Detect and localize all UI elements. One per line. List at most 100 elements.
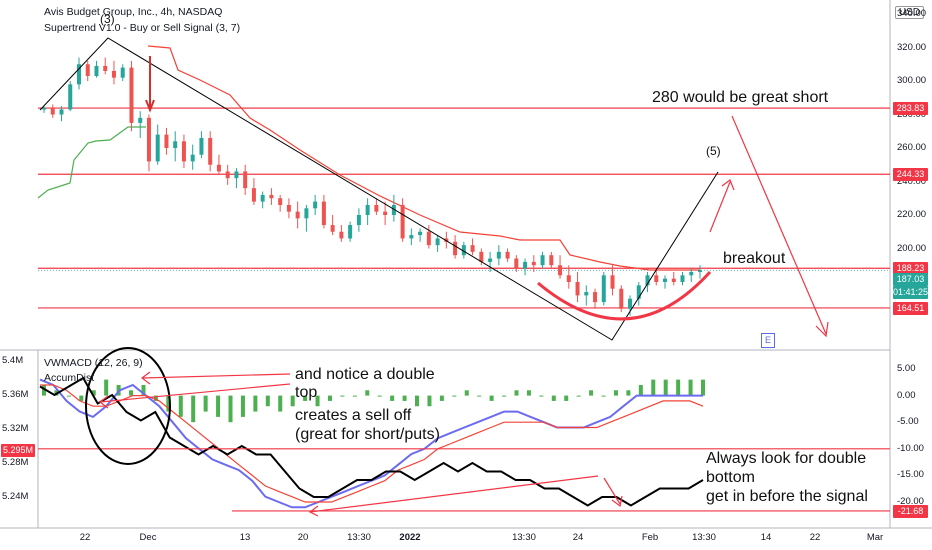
breakout-arrow	[709, 179, 735, 233]
candle-body	[234, 171, 239, 179]
price-tag: 244.33	[893, 168, 928, 182]
currency-button[interactable]: USD	[894, 6, 924, 19]
histogram-bar	[91, 390, 96, 396]
histogram-bar	[439, 395, 444, 401]
time-axis-label: 13:30	[512, 532, 536, 543]
breakout-note: breakout	[723, 250, 786, 267]
candle-body	[339, 231, 344, 239]
price-axis-label: 340.00	[897, 8, 927, 19]
candle-body	[689, 271, 694, 276]
histogram-bar	[477, 395, 482, 397]
histogram-bar	[613, 390, 618, 396]
double-bottom-note-3: get in before the signal	[706, 488, 868, 505]
histogram-bar	[415, 395, 420, 407]
candle-body	[383, 211, 388, 215]
candle-body	[444, 238, 449, 242]
candle-body	[645, 275, 650, 286]
candle-body	[636, 285, 641, 299]
time-axis-label: 13	[239, 532, 251, 543]
candle-body	[138, 117, 143, 123]
candle-body	[505, 251, 510, 259]
candles	[42, 57, 702, 316]
accum-axis-label: 5.24M	[2, 491, 29, 502]
price-axis-label: 200.00	[897, 242, 927, 254]
candle-body	[295, 211, 300, 219]
price-tag: 188.23	[893, 262, 928, 276]
histogram-bar	[402, 395, 407, 401]
earnings-icon[interactable]: E	[761, 333, 775, 348]
candle-body	[549, 255, 554, 266]
time-axis-label: Feb	[641, 532, 659, 543]
candle-body	[348, 225, 353, 239]
candle-body	[698, 270, 702, 272]
supertrend	[37, 45, 700, 271]
candle-body	[76, 64, 81, 85]
candle-body	[461, 245, 466, 256]
histogram-bar	[104, 379, 109, 396]
candle-body	[400, 204, 405, 239]
candle-body	[479, 251, 484, 262]
candle-body	[243, 171, 248, 189]
candle-body	[531, 261, 536, 266]
macd-axis-label: -5.00	[897, 416, 919, 428]
histogram-bar	[240, 395, 245, 417]
wave-3-label: (3)	[100, 12, 115, 26]
candle-body	[488, 258, 493, 262]
candle-body	[453, 241, 458, 256]
histogram-bar	[539, 395, 544, 397]
wave-5-label: (5)	[706, 144, 721, 158]
price-axis-label: 260.00	[897, 142, 927, 153]
candle-body	[610, 275, 615, 289]
accum-dist-line	[39, 376, 704, 507]
histogram-bar	[564, 395, 569, 401]
candle-body	[260, 194, 265, 202]
candle-body	[286, 204, 291, 212]
candle-body	[584, 292, 589, 296]
candle-body	[435, 238, 440, 246]
histogram-bar	[464, 390, 469, 396]
candle-body	[321, 201, 326, 226]
histogram-bar	[676, 379, 681, 396]
candle-body	[94, 65, 99, 76]
histogram-bar	[502, 395, 507, 397]
double-top-note-1: and notice a double	[295, 366, 435, 383]
histogram-bar	[216, 395, 221, 417]
candle-body	[558, 265, 563, 276]
double-bottom-arrow-1	[308, 475, 599, 517]
candle-body	[208, 137, 213, 165]
candle-body	[251, 188, 256, 202]
histogram-bar	[79, 395, 84, 401]
histogram-bar	[278, 395, 283, 412]
candle-body	[575, 282, 580, 296]
drawings	[38, 107, 890, 309]
double-top-note-3: creates a sell off	[295, 407, 412, 424]
candle-body	[330, 225, 335, 232]
candle-body	[374, 204, 379, 212]
candle-body	[313, 201, 318, 209]
candle-body	[523, 261, 528, 269]
candle-body	[409, 235, 414, 239]
candle-body	[85, 64, 90, 76]
histogram-bar	[638, 384, 643, 396]
double-top-note-2: top	[295, 384, 318, 401]
grid	[0, 0, 932, 529]
time-axis-label: Mar	[866, 532, 884, 543]
histogram-bar	[228, 395, 233, 423]
short-note: 280 would be great short	[652, 89, 829, 106]
accum-axis-label: 5.32M	[2, 423, 29, 434]
sell-signal-arrow	[145, 56, 155, 113]
histogram-bar	[253, 395, 258, 412]
double-top-arrow-1	[141, 371, 291, 385]
candle-body	[566, 275, 571, 282]
price-tag: 283.83	[893, 102, 928, 116]
candle-body	[540, 255, 545, 266]
candle-body	[146, 117, 151, 162]
candle-body	[426, 231, 431, 246]
macd-label: VWMACD (12, 26, 9)	[44, 357, 143, 369]
price-tag: 164.51	[893, 301, 928, 315]
candle-body	[663, 278, 668, 282]
candle-body	[59, 109, 64, 115]
candle-body	[164, 134, 169, 148]
time-axis-label: 24	[572, 532, 584, 543]
